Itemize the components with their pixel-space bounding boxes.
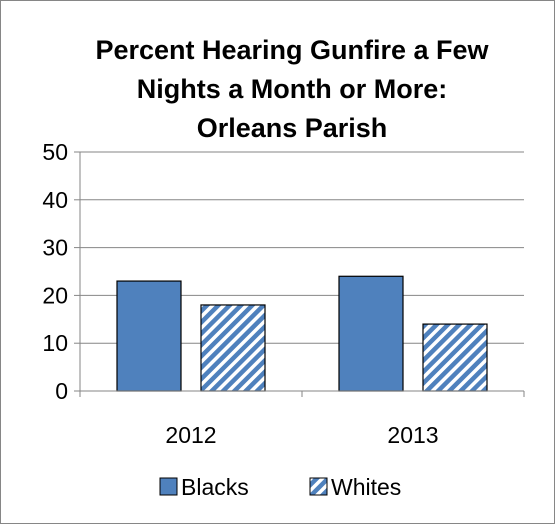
legend-swatch-whites (309, 477, 328, 496)
legend: Blacks Whites (159, 474, 401, 500)
y-tick-label: 10 (42, 330, 68, 356)
legend-swatch-blacks (159, 477, 178, 496)
axes (74, 151, 525, 397)
y-axis-tick-labels: 0 10 20 30 40 50 (42, 139, 68, 404)
bar-blacks-2013 (338, 275, 404, 392)
chart-title-line-1: Percent Hearing Gunfire a Few (95, 35, 489, 65)
y-tick-label: 0 (55, 378, 68, 404)
x-axis-category-labels: 2012 2013 (165, 422, 438, 448)
bar-whites-2012 (200, 304, 266, 392)
y-tick-label: 50 (42, 139, 68, 165)
x-category-label: 2013 (387, 422, 438, 448)
x-category-label: 2012 (165, 422, 216, 448)
bar-blacks-2012 (116, 280, 182, 392)
bar-whites-2013 (422, 323, 488, 392)
legend-label-whites: Whites (331, 474, 401, 500)
y-tick-label: 30 (42, 235, 68, 261)
chart-title-line-2: Nights a Month or More: (137, 74, 447, 104)
legend-label-blacks: Blacks (181, 474, 249, 500)
y-tick-label: 40 (42, 187, 68, 213)
y-tick-label: 20 (42, 282, 68, 308)
chart-title-line-3: Orleans Parish (197, 113, 388, 143)
